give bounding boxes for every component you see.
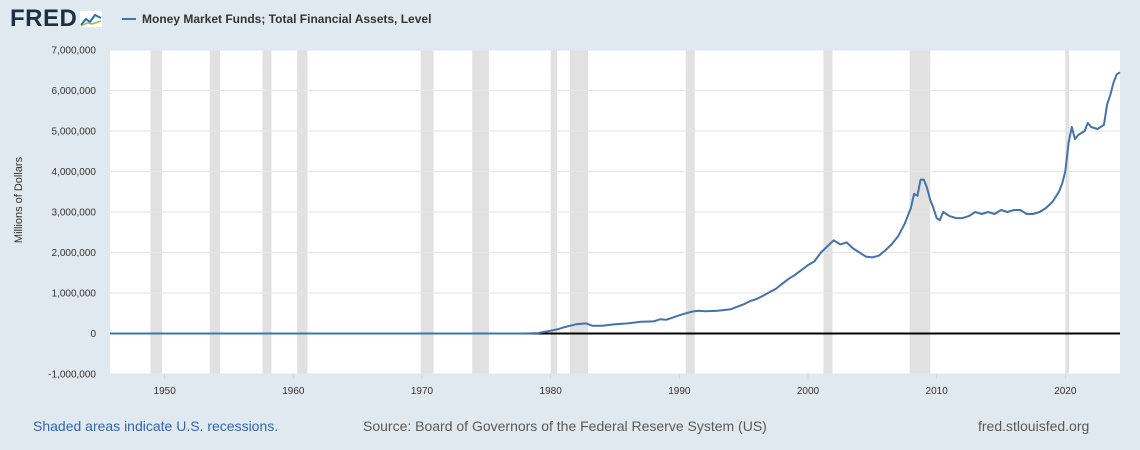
x-tick-label: 2020 xyxy=(1054,386,1077,397)
fred-url[interactable]: fred.stlouisfed.org xyxy=(978,418,1090,434)
x-tick-label: 2000 xyxy=(797,386,820,397)
y-tick-label: 4,000,000 xyxy=(52,167,97,178)
y-tick-label: 6,000,000 xyxy=(52,86,97,97)
fred-logo-text: FRED xyxy=(10,5,78,32)
chart-legend: Money Market Funds; Total Financial Asse… xyxy=(122,12,431,26)
series-line xyxy=(110,71,1121,335)
x-tick-label: 1990 xyxy=(668,386,691,397)
x-tick-label: 1980 xyxy=(540,386,563,397)
recession-note-link[interactable]: Shaded areas indicate U.S. recessions. xyxy=(33,418,279,434)
fred-logo[interactable]: FRED xyxy=(10,5,104,32)
y-tick-label: 1,000,000 xyxy=(52,289,97,300)
y-axis-title: Millions of Dollars xyxy=(13,156,25,243)
x-tick-label: 2010 xyxy=(926,386,949,397)
y-tick-label: 0 xyxy=(90,329,96,340)
line-chart: -1,000,000 0 1,000,000 2,000,000 3,000,000 4,… xyxy=(13,46,1121,397)
legend-label: Money Market Funds; Total Financial Asse… xyxy=(142,12,432,26)
y-tick-label: 7,000,000 xyxy=(52,46,97,57)
y-tick-label: 2,000,000 xyxy=(52,248,97,259)
graph-icon xyxy=(79,10,104,28)
source-note: Source: Board of Governors of the Federa… xyxy=(363,418,767,434)
x-tick-label: 1970 xyxy=(411,386,434,397)
x-tick-label: 1950 xyxy=(154,386,177,397)
legend-swatch xyxy=(122,18,136,20)
y-tick-label: -1,000,000 xyxy=(48,370,96,381)
y-tick-label: 5,000,000 xyxy=(52,127,97,138)
y-tick-label: 3,000,000 xyxy=(52,208,97,219)
x-tick-label: 1960 xyxy=(282,386,305,397)
